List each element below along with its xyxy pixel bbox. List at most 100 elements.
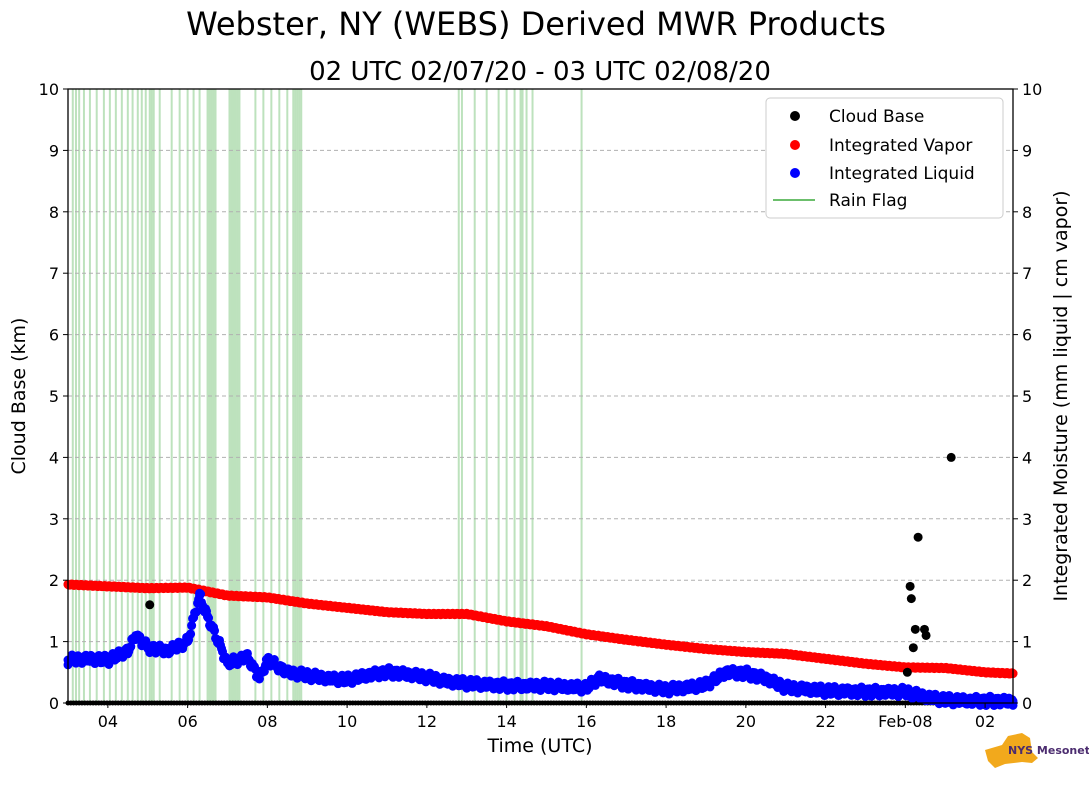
- legend-marker-cloud-base: [790, 111, 800, 121]
- cloud-base-point: [908, 643, 918, 653]
- x-tick-label: 02: [975, 712, 995, 731]
- liquid-point: [502, 681, 512, 691]
- liquid-point: [940, 695, 950, 705]
- liquid-point: [382, 667, 392, 677]
- vapor-point: [502, 616, 512, 626]
- liquid-point: [302, 670, 312, 680]
- nys-mesonet-logo: NYS Mesonet: [985, 733, 1089, 768]
- y-tick-label-left: 6: [49, 326, 59, 345]
- vapor-point: [462, 609, 472, 619]
- y-tick-label-left: 4: [49, 448, 59, 467]
- y-tick-label-left: 3: [49, 510, 59, 529]
- liquid-point: [83, 654, 93, 664]
- y-tick-label-right: 7: [1022, 264, 1032, 283]
- liquid-point: [442, 677, 452, 687]
- legend-label-rain-flag: Rain Flag: [829, 191, 907, 211]
- liquid-point: [860, 687, 870, 697]
- cloud-base-point: [906, 594, 916, 604]
- vapor-point: [661, 640, 671, 650]
- liquid-point: [210, 626, 220, 636]
- chart-title: Webster, NY (WEBS) Derived MWR Products: [186, 5, 886, 43]
- x-tick-label: 22: [815, 712, 835, 731]
- series-vapor: [63, 579, 1018, 679]
- liquid-point: [681, 683, 691, 693]
- y-tick-label-right: 10: [1022, 80, 1042, 99]
- legend-label-integrated-liquid: Integrated Liquid: [829, 164, 975, 184]
- vapor-point: [701, 644, 711, 654]
- y-axis-label-left: Cloud Base (km): [8, 318, 30, 475]
- vapor-point: [422, 609, 432, 619]
- y-tick-label-left: 1: [49, 633, 59, 652]
- legend-marker-integrated-vapor: [790, 140, 800, 150]
- liquid-point: [186, 629, 196, 639]
- vapor-point: [541, 621, 551, 631]
- vapor-point: [183, 583, 193, 593]
- liquid-point: [103, 655, 113, 665]
- vapor-point: [860, 659, 870, 669]
- liquid-point: [282, 667, 292, 677]
- cloud-base-point: [145, 600, 155, 610]
- liquid-point: [322, 673, 332, 683]
- liquid-point: [593, 673, 603, 683]
- liquid-point: [661, 684, 671, 694]
- series-cloud-base: [145, 452, 956, 677]
- liquid-point: [900, 687, 910, 697]
- x-tick-label: 18: [656, 712, 676, 731]
- vapor-point: [821, 654, 831, 664]
- y-tick-label-right: 4: [1022, 448, 1032, 467]
- liquid-point: [123, 646, 133, 656]
- liquid-point: [741, 669, 751, 679]
- liquid-point: [821, 686, 831, 696]
- liquid-point: [462, 678, 472, 688]
- liquid-point: [203, 612, 213, 622]
- x-tick-label: 14: [496, 712, 516, 731]
- liquid-point: [163, 646, 173, 656]
- liquid-point: [541, 681, 551, 691]
- y-tick-label-right: 6: [1022, 326, 1032, 345]
- liquid-point: [701, 680, 711, 690]
- x-tick-label: 16: [576, 712, 596, 731]
- cloud-base-point: [902, 667, 912, 677]
- y-tick-label-right: 0: [1022, 694, 1032, 713]
- liquid-point: [183, 637, 193, 647]
- liquid-point: [222, 658, 232, 668]
- liquid-point: [721, 667, 731, 677]
- y-tick-label-left: 2: [49, 571, 59, 590]
- logo-text: NYS Mesonet: [1008, 744, 1089, 757]
- legend-label-integrated-vapor: Integrated Vapor: [829, 136, 972, 156]
- y-tick-label-left: 0: [49, 694, 59, 713]
- cloud-base-point: [905, 581, 915, 591]
- vapor-point: [342, 603, 352, 613]
- liquid-point: [262, 655, 272, 665]
- legend: Cloud Base Integrated Vapor Integrated L…: [765, 97, 1004, 219]
- vapor-point: [222, 591, 232, 601]
- liquid-point: [143, 643, 153, 653]
- series-liquid: [63, 588, 1018, 710]
- y-tick-label-left: 5: [49, 387, 59, 406]
- liquid-point: [192, 607, 202, 617]
- y-tick-label-left: 7: [49, 264, 59, 283]
- y-tick-label-right: 2: [1022, 571, 1032, 590]
- vapor-point: [980, 667, 990, 677]
- liquid-point: [920, 692, 930, 702]
- vapor-point: [581, 629, 591, 639]
- x-tick-label: 10: [337, 712, 357, 731]
- vapor-point: [143, 583, 153, 593]
- y-tick-label-right: 9: [1022, 141, 1032, 160]
- cloud-base-point: [913, 532, 923, 542]
- cloud-base-point: [910, 624, 920, 634]
- liquid-point: [187, 621, 197, 631]
- vapor-point: [262, 592, 272, 602]
- vapor-point: [302, 599, 312, 609]
- liquid-point: [402, 669, 412, 679]
- x-tick-label: Feb-08: [878, 712, 932, 731]
- liquid-point: [242, 652, 252, 662]
- y-tick-label-left: 9: [49, 141, 59, 160]
- liquid-point: [621, 680, 631, 690]
- y-tick-label-right: 1: [1022, 633, 1032, 652]
- liquid-point: [581, 683, 591, 693]
- liquid-point: [131, 630, 141, 640]
- x-tick-label: 20: [736, 712, 756, 731]
- liquid-point: [342, 675, 352, 685]
